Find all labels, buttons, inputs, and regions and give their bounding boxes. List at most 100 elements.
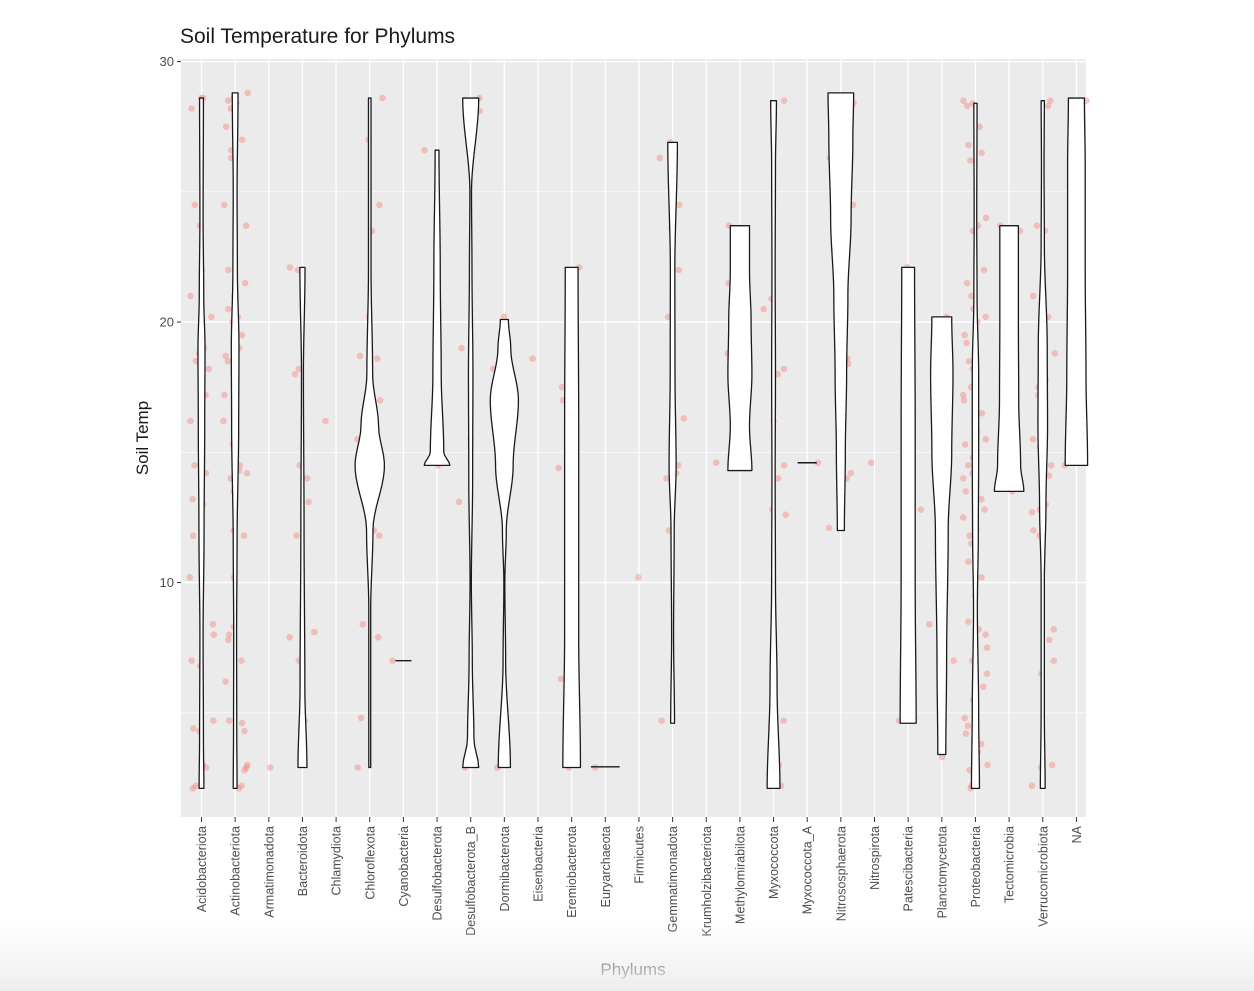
y-axis: 10 20 30 (160, 54, 181, 590)
data-point (963, 339, 970, 347)
x-tick-label: Dormibacterota (498, 826, 512, 911)
data-point (208, 313, 215, 321)
data-point (286, 633, 293, 641)
data-point (291, 370, 299, 378)
y-tick-label: 20 (160, 315, 174, 330)
data-point (658, 717, 665, 724)
data-point (966, 532, 974, 539)
data-point (210, 717, 217, 724)
y-tick-label: 30 (160, 54, 174, 69)
data-point (1051, 350, 1059, 357)
data-point (356, 352, 364, 360)
x-tick-label: Chloroflexota (363, 826, 377, 900)
data-point (192, 782, 200, 790)
data-point (1048, 761, 1056, 769)
data-point (978, 574, 985, 581)
violin (354, 97, 386, 769)
violin (489, 318, 520, 769)
data-point (635, 574, 642, 581)
data-point (961, 331, 968, 339)
x-tick-label: Chlamydiota (330, 826, 344, 896)
data-point (322, 417, 329, 425)
data-point (982, 436, 990, 443)
data-point (188, 657, 195, 665)
data-point (557, 675, 565, 683)
data-point (295, 365, 303, 373)
data-point (656, 154, 664, 162)
data-point (1045, 472, 1053, 480)
data-point (375, 633, 382, 641)
x-tick-label: Patescibacteria (902, 826, 916, 912)
data-point (774, 475, 782, 482)
data-point (760, 305, 767, 313)
data-point (981, 506, 988, 513)
data-point (963, 102, 971, 110)
data-point (244, 89, 252, 97)
x-tick-label: Nitrospirota (868, 826, 882, 890)
violin (993, 225, 1025, 493)
data-point (962, 730, 970, 737)
violin (766, 100, 781, 789)
data-point (210, 631, 218, 638)
x-axis-title: Phylums (600, 960, 665, 979)
x-tick-label: Firmicutes (632, 826, 646, 884)
data-point (825, 524, 833, 532)
x-tick-label: Desulfobacterota (431, 826, 445, 921)
data-point (663, 475, 670, 482)
data-point (1050, 626, 1058, 633)
data-point (241, 766, 248, 774)
data-point (965, 618, 972, 625)
data-point (976, 123, 983, 131)
violin (462, 97, 480, 769)
data-point (376, 201, 383, 209)
data-point (1050, 657, 1058, 665)
data-point (225, 636, 232, 644)
data-point (926, 620, 933, 628)
data-point (983, 670, 991, 678)
data-point (376, 396, 384, 404)
data-point (354, 764, 362, 771)
data-point (965, 357, 973, 365)
violin (197, 97, 206, 789)
data-point (186, 574, 194, 581)
data-point (222, 352, 229, 360)
data-point (1030, 527, 1037, 534)
data-point (242, 222, 250, 230)
data-point (224, 305, 232, 313)
data-point (961, 441, 969, 448)
data-point (959, 391, 967, 399)
violin (297, 266, 308, 769)
x-tick-label: Desulfobacterota_B (464, 826, 478, 936)
data-point (191, 462, 198, 469)
x-tick-label: Methylomirabilota (733, 826, 747, 924)
data-point (847, 469, 855, 477)
data-point (965, 141, 972, 149)
data-point (982, 313, 989, 321)
data-point (1029, 436, 1037, 443)
data-point (1046, 636, 1053, 644)
data-point (244, 761, 251, 769)
data-point (189, 532, 197, 539)
data-point (243, 469, 251, 477)
violin (230, 92, 240, 789)
violins (197, 92, 1089, 789)
x-tick-label: Euryarchaeota (599, 826, 613, 907)
data-point (238, 719, 246, 727)
data-point (224, 97, 232, 104)
data-point (286, 264, 294, 271)
data-point (359, 620, 367, 628)
data-point (675, 266, 683, 274)
data-point (964, 722, 972, 730)
data-point (1033, 222, 1041, 230)
x-tick-label: Tectomicrobia (1003, 826, 1017, 903)
data-point (1044, 102, 1052, 110)
data-point (1047, 462, 1055, 469)
data-point (190, 725, 197, 732)
data-point (305, 498, 312, 506)
chart-title: Soil Temperature for Phylums (180, 25, 455, 48)
x-tick-label: Armatimonadota (262, 826, 276, 918)
data-point (960, 396, 968, 404)
data-point (959, 475, 967, 482)
y-tick-label: 10 (160, 575, 174, 590)
